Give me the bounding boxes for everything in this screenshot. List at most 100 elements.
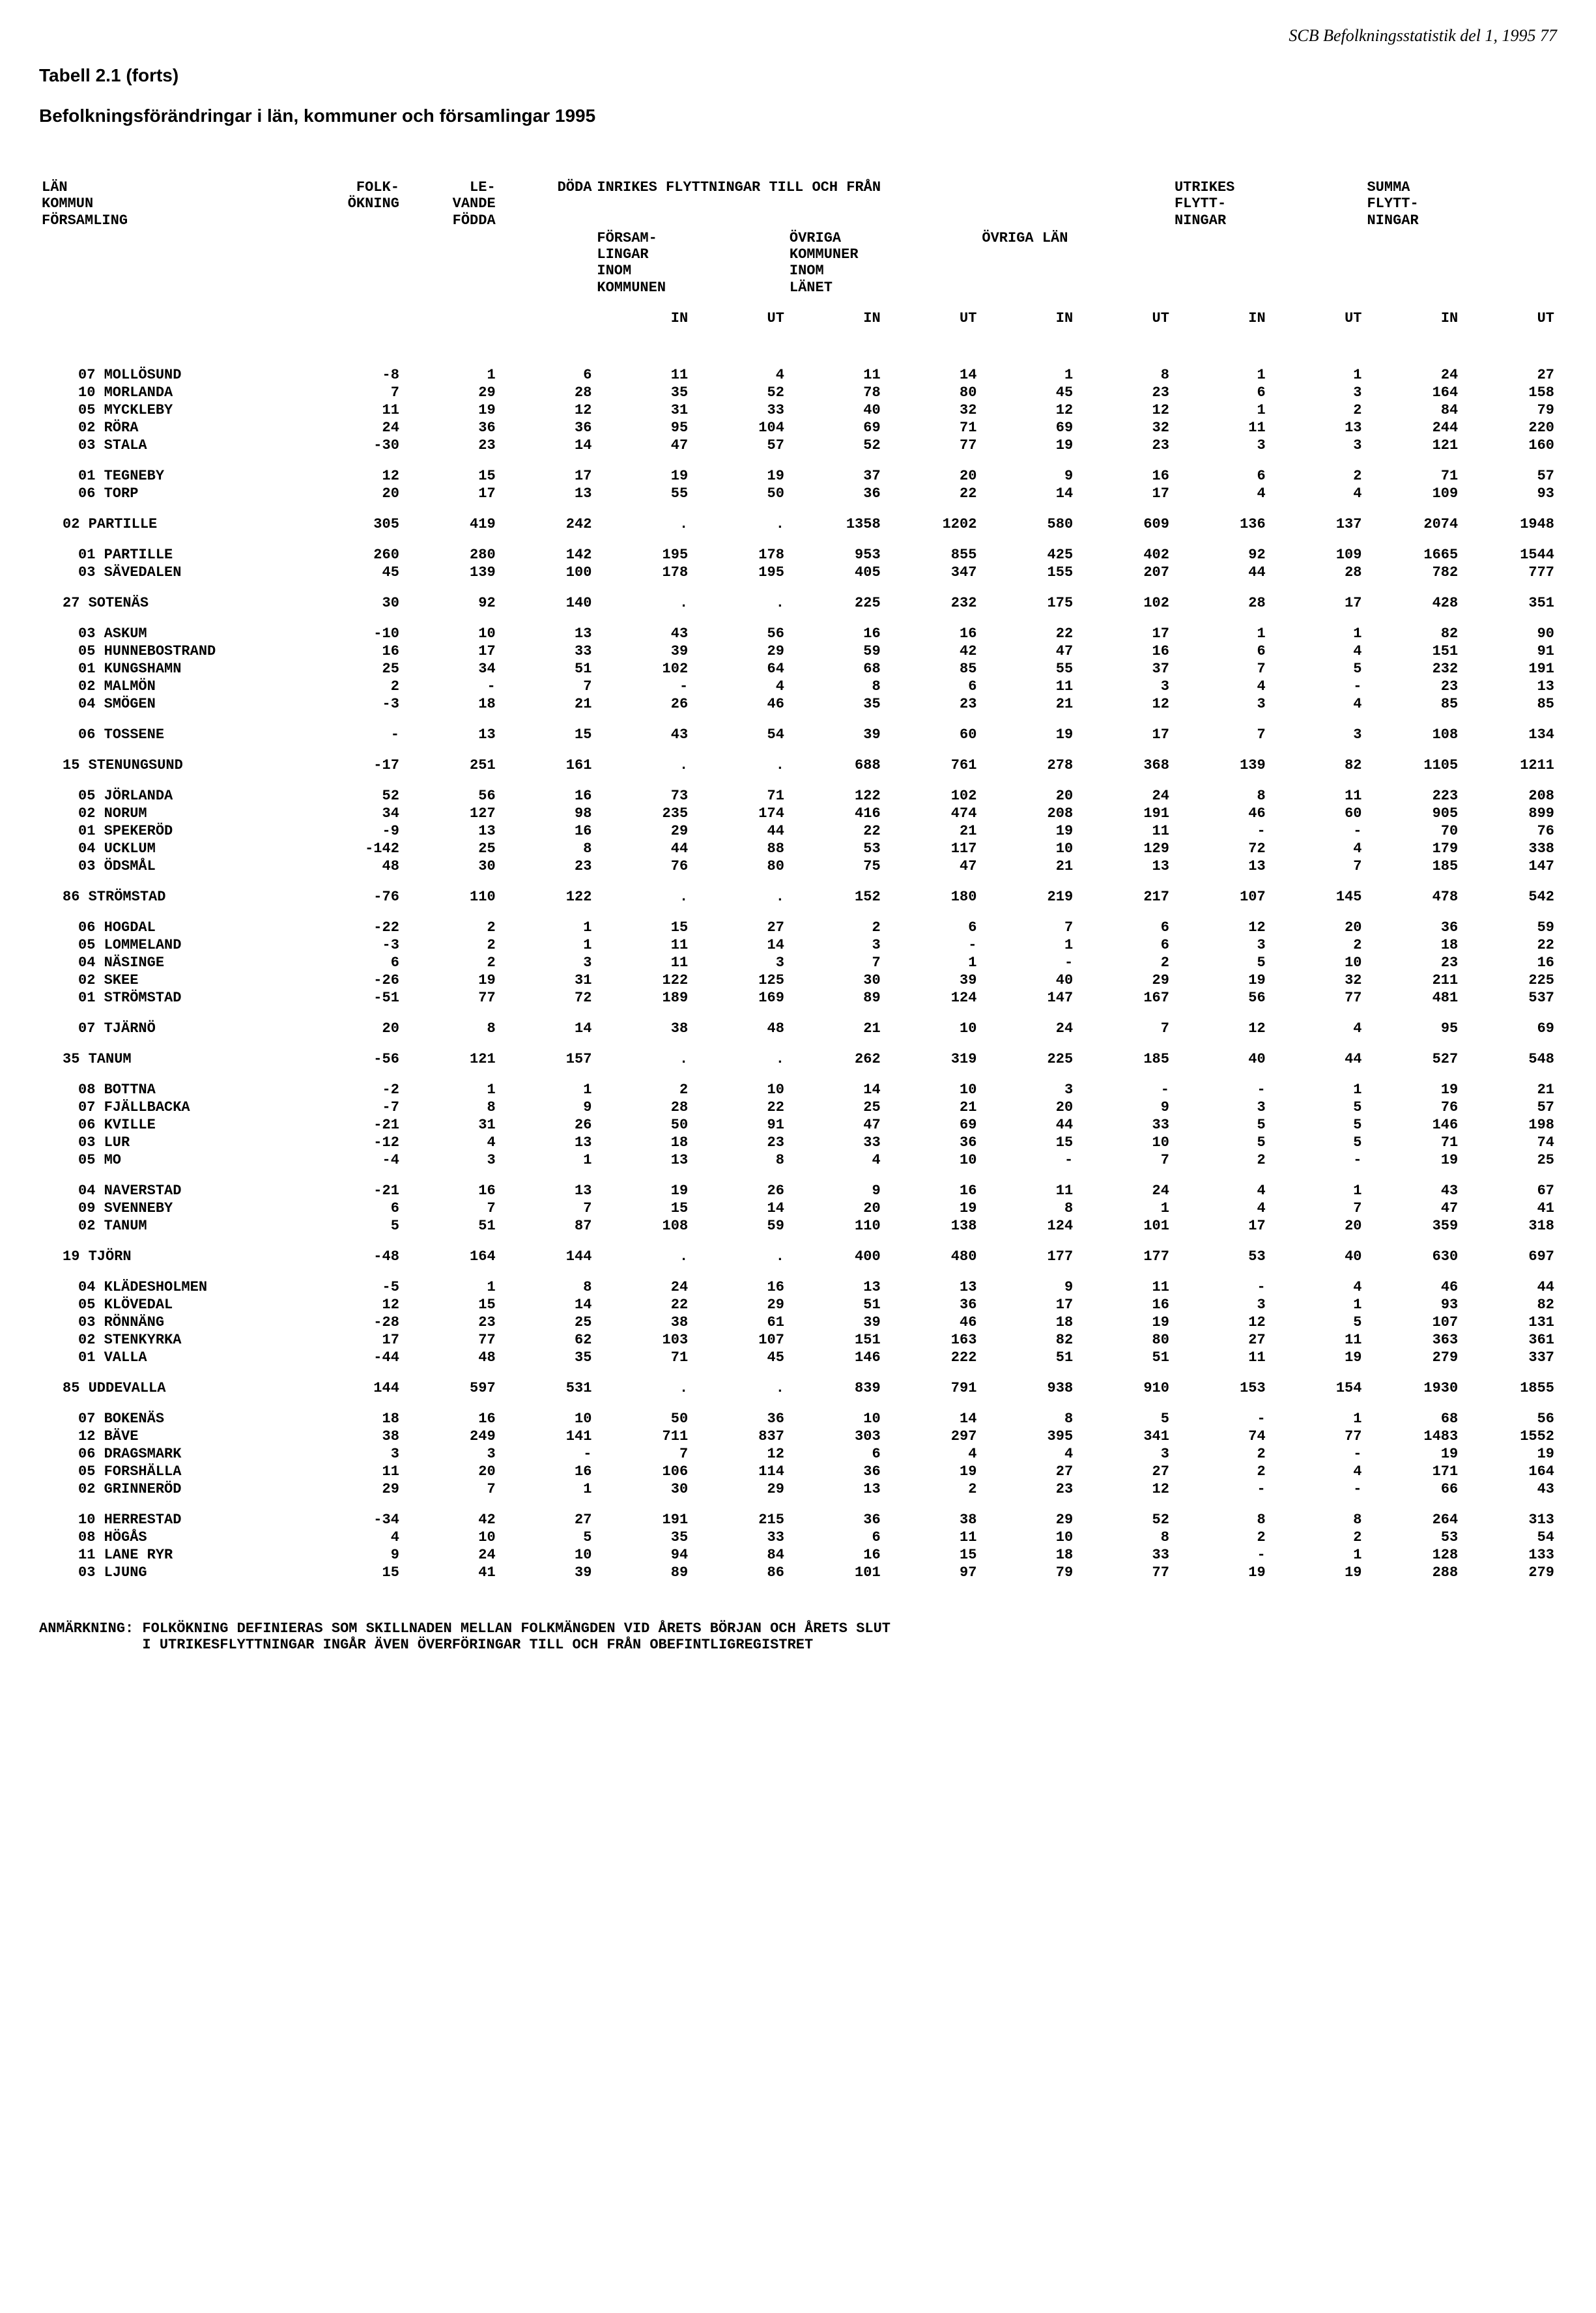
table-row: 06 HOGDAL-22211527267612203659 xyxy=(39,919,1557,936)
hdr-ut: UT xyxy=(691,309,787,327)
cell: 11 xyxy=(1268,787,1365,805)
cell: 107 xyxy=(1364,1314,1461,1331)
row-name: 05 HUNNEBOSTRAND xyxy=(39,642,306,660)
cell: 44 xyxy=(594,840,691,857)
cell: 144 xyxy=(498,1248,595,1265)
cell: 103 xyxy=(594,1331,691,1349)
cell: 405 xyxy=(787,564,883,581)
cell: 791 xyxy=(883,1379,980,1397)
cell: 249 xyxy=(402,1428,498,1445)
table-row: 12 BÄVE382491417118373032973953417477148… xyxy=(39,1428,1557,1445)
table-row: 04 NAVERSTAD-21161319269161124414367 xyxy=(39,1182,1557,1200)
cell: - xyxy=(402,678,498,695)
cell: 1948 xyxy=(1461,515,1557,533)
cell: 8 xyxy=(498,840,595,857)
row-name: 06 KVILLE xyxy=(39,1116,306,1134)
cell: 71 xyxy=(1364,467,1461,485)
cell: . xyxy=(594,888,691,906)
cell: 761 xyxy=(883,756,980,774)
table-row: 02 TANUM55187108591101381241011720359318 xyxy=(39,1217,1557,1235)
cell: 3 xyxy=(787,936,883,954)
cell: 17 xyxy=(1076,726,1172,743)
cell: 3 xyxy=(1076,678,1172,695)
cell: 40 xyxy=(787,401,883,419)
cell: 104 xyxy=(691,419,787,437)
cell: 57 xyxy=(1461,1099,1557,1116)
cell: 167 xyxy=(1076,989,1172,1007)
cell: 11 xyxy=(1172,419,1268,437)
cell: 20 xyxy=(306,485,402,502)
cell: 10 xyxy=(1076,1134,1172,1151)
cell: 38 xyxy=(883,1511,980,1529)
cell: 11 xyxy=(306,1463,402,1480)
cell: 44 xyxy=(691,822,787,840)
cell: 77 xyxy=(883,437,980,454)
cell: -5 xyxy=(306,1278,402,1296)
cell: 14 xyxy=(691,1200,787,1217)
cell: 177 xyxy=(979,1248,1076,1265)
cell: 92 xyxy=(402,594,498,612)
cell: 10 xyxy=(498,1410,595,1428)
cell: 16 xyxy=(498,787,595,805)
cell: 10 xyxy=(402,625,498,642)
cell: 29 xyxy=(402,384,498,401)
cell: 72 xyxy=(1172,840,1268,857)
cell: 51 xyxy=(402,1217,498,1235)
cell: 52 xyxy=(306,787,402,805)
cell: 27 xyxy=(1172,1331,1268,1349)
cell: 1358 xyxy=(787,515,883,533)
cell: 8 xyxy=(1076,1529,1172,1546)
cell: - xyxy=(1268,1445,1365,1463)
cell: 21 xyxy=(883,1099,980,1116)
cell: 1 xyxy=(1268,625,1365,642)
cell: 25 xyxy=(498,1314,595,1331)
table-row: 05 KLÖVEDAL121514222951361716319382 xyxy=(39,1296,1557,1314)
cell: 18 xyxy=(1364,936,1461,954)
cell: 1483 xyxy=(1364,1428,1461,1445)
cell: 15 xyxy=(594,1200,691,1217)
row-name: 04 KLÄDESHOLMEN xyxy=(39,1278,306,1296)
cell: 19 xyxy=(594,1182,691,1200)
cell: 10 xyxy=(402,1529,498,1546)
cell: 29 xyxy=(306,1480,402,1498)
cell: 425 xyxy=(979,546,1076,564)
table-row: 01 PARTILLE26028014219517895385542540292… xyxy=(39,546,1557,564)
cell: -7 xyxy=(306,1099,402,1116)
cell: 1 xyxy=(1268,1081,1365,1099)
cell: 4 xyxy=(691,366,787,384)
cell: 262 xyxy=(787,1050,883,1068)
cell: . xyxy=(691,756,787,774)
cell: 69 xyxy=(979,419,1076,437)
cell: 84 xyxy=(691,1546,787,1564)
cell: 23 xyxy=(498,857,595,875)
cell: 131 xyxy=(1461,1314,1557,1331)
cell: 44 xyxy=(1461,1278,1557,1296)
cell: 21 xyxy=(883,822,980,840)
cell: 27 xyxy=(498,1511,595,1529)
cell: 82 xyxy=(1461,1296,1557,1314)
cell: 76 xyxy=(1461,822,1557,840)
cell: 5 xyxy=(1172,1134,1268,1151)
cell: 12 xyxy=(1076,1480,1172,1498)
cell: 110 xyxy=(402,888,498,906)
cell: 5 xyxy=(1172,1116,1268,1134)
cell: 102 xyxy=(594,660,691,678)
cell: 400 xyxy=(787,1248,883,1265)
cell: 10 xyxy=(883,1020,980,1037)
cell: 117 xyxy=(883,840,980,857)
cell: 53 xyxy=(1172,1248,1268,1265)
cell: 13 xyxy=(498,625,595,642)
cell: 20 xyxy=(1268,919,1365,936)
cell: 2 xyxy=(1172,1151,1268,1169)
cell: 1 xyxy=(402,1081,498,1099)
cell: 59 xyxy=(787,642,883,660)
cell: 31 xyxy=(498,971,595,989)
cell: 24 xyxy=(594,1278,691,1296)
cell: 101 xyxy=(1076,1217,1172,1235)
cell: 17 xyxy=(498,467,595,485)
cell: 12 xyxy=(498,401,595,419)
cell: 53 xyxy=(1364,1529,1461,1546)
cell: 33 xyxy=(691,401,787,419)
cell: 47 xyxy=(787,1116,883,1134)
cell: 7 xyxy=(1172,660,1268,678)
